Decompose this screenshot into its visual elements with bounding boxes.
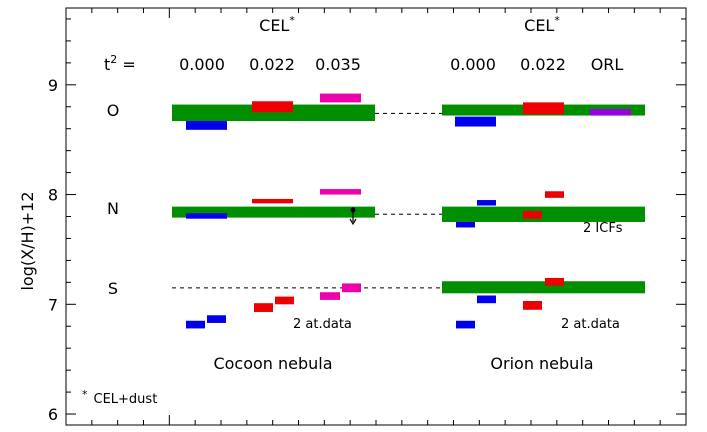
measurement-cocoon-s bbox=[342, 283, 361, 293]
y-tick-label: 7 bbox=[48, 295, 58, 314]
band-cocoon-o bbox=[172, 104, 375, 122]
measurement-cocoon-s bbox=[254, 303, 273, 312]
column-header-cocoon: CEL* bbox=[259, 14, 295, 35]
footnote-text: CEL+dust bbox=[94, 392, 158, 407]
measurement-cocoon-s bbox=[207, 315, 226, 323]
measurements bbox=[186, 93, 631, 329]
y-tick-label: 6 bbox=[48, 405, 58, 424]
measurement-orion-o bbox=[590, 108, 631, 116]
t2-value-orion-0: 0.000 bbox=[450, 55, 496, 74]
y-tick-label: 9 bbox=[48, 76, 58, 95]
t2-value-cocoon-2: 0.035 bbox=[315, 55, 361, 74]
y-axis-label: log(X/H)+12 bbox=[18, 191, 37, 290]
t2-value-orion-2: ORL bbox=[591, 55, 624, 74]
panel-label-orion: Orion nebula bbox=[490, 354, 593, 373]
t2-label-suffix: = bbox=[117, 55, 136, 74]
column-header-orion-sup: * bbox=[554, 14, 560, 27]
footnote: * CEL+dust bbox=[82, 388, 157, 407]
upper-limit-arrowhead bbox=[349, 218, 357, 226]
measurement-cocoon-s bbox=[320, 292, 340, 300]
column-header-cocoon-sup: * bbox=[289, 14, 295, 27]
annotation-atdata-orion: 2 at.data bbox=[561, 317, 620, 332]
measurement-orion-s bbox=[456, 320, 475, 329]
measurement-cocoon-n bbox=[252, 198, 293, 204]
measurement-orion-n bbox=[477, 200, 496, 206]
annotation-icfs: 2 ICFs bbox=[583, 221, 623, 236]
measurement-cocoon-o bbox=[252, 101, 293, 113]
footnote-marker: * bbox=[82, 388, 88, 401]
t2-label-text: t bbox=[104, 55, 110, 74]
x-axis-ticks bbox=[65, 8, 687, 425]
y-axis: 6 7 8 9 bbox=[48, 18, 686, 424]
measurement-cocoon-o bbox=[186, 121, 227, 130]
measurement-orion-s bbox=[477, 295, 496, 304]
measurement-cocoon-s bbox=[275, 296, 294, 305]
measurement-orion-s bbox=[523, 300, 542, 310]
column-header-orion-text: CEL bbox=[524, 16, 554, 35]
y-tick-label: 8 bbox=[48, 186, 58, 205]
annotation-atdata-cocoon: 2 at.data bbox=[293, 317, 352, 332]
bands bbox=[172, 104, 645, 294]
measurement-orion-o bbox=[523, 102, 564, 115]
panel-label-cocoon: Cocoon nebula bbox=[213, 354, 332, 373]
element-label-n: N bbox=[107, 199, 119, 218]
band-cocoon-n bbox=[172, 206, 375, 218]
measurement-orion-n bbox=[523, 211, 542, 219]
measurement-orion-s bbox=[545, 277, 564, 286]
element-label-s: S bbox=[108, 279, 118, 298]
measurement-orion-n bbox=[456, 221, 475, 228]
measurement-cocoon-o bbox=[320, 93, 361, 103]
upper-limits bbox=[349, 207, 357, 226]
t2-value-orion-1: 0.022 bbox=[520, 55, 566, 74]
column-header-cocoon-text: CEL bbox=[259, 16, 289, 35]
element-label-o: O bbox=[107, 101, 120, 120]
measurement-orion-n bbox=[545, 191, 564, 198]
t2-label: t2 = bbox=[104, 53, 136, 74]
column-header-orion: CEL* bbox=[524, 14, 560, 35]
measurement-cocoon-n bbox=[186, 213, 227, 219]
measurement-orion-o bbox=[455, 116, 496, 127]
reference-lines bbox=[172, 112, 442, 289]
t2-value-cocoon-1: 0.022 bbox=[249, 55, 295, 74]
t2-value-cocoon-0: 0.000 bbox=[179, 55, 225, 74]
band-orion-s bbox=[442, 281, 645, 294]
measurement-cocoon-s bbox=[186, 320, 205, 329]
band-orion-n bbox=[442, 206, 645, 222]
t2-label-sup: 2 bbox=[110, 53, 117, 66]
measurement-cocoon-n bbox=[320, 189, 361, 195]
